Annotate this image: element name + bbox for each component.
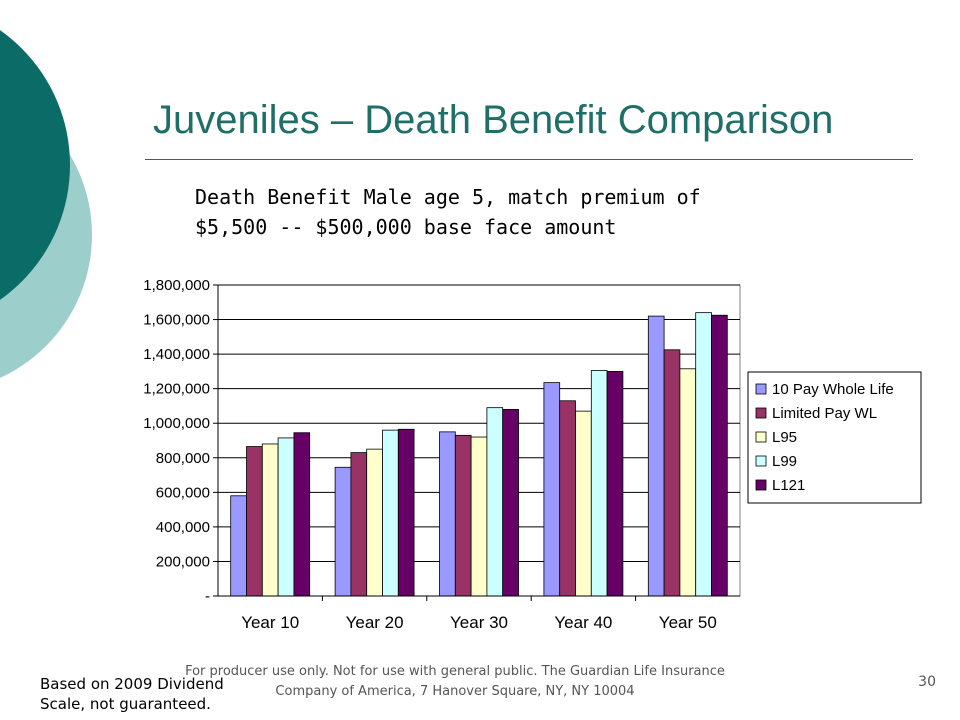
bar-l95-year-50 (679, 368, 697, 597)
legend-swatch (755, 383, 767, 395)
bar-10-pay-whole-life-year-10 (230, 495, 247, 597)
x-tick-label: Year 10 (241, 613, 299, 632)
footer-line-2: Company of America, 7 Hanover Square, NY… (275, 684, 635, 699)
bar-limited-pay-wl-year-40 (559, 400, 576, 597)
bar-10-pay-whole-life-year-20 (334, 466, 352, 597)
disclaimer-line-2: Scale, not guaranteed. (40, 695, 211, 713)
bar-10-pay-whole-life-year-50 (647, 315, 665, 597)
y-tick-label: 1,000,000 (143, 415, 210, 432)
legend-label: L95 (772, 429, 797, 446)
bar-l121-year-50 (711, 314, 728, 597)
chart-subtitle: Death Benefit Male age 5, match premium … (195, 182, 765, 242)
disclaimer-line-1: Based on 2009 Dividend (40, 675, 224, 693)
x-tick-label: Year 50 (659, 613, 717, 632)
page-number: 30 (918, 674, 936, 690)
subtitle-line-2: $5,500 -- $500,000 base face amount (195, 215, 617, 239)
legend-swatch (755, 479, 767, 491)
title-divider (145, 159, 913, 160)
axes (213, 284, 740, 601)
y-tick-label: 1,600,000 (143, 312, 210, 329)
legend-box (747, 371, 922, 504)
bars (230, 312, 728, 597)
y-tick-label: 400,000 (156, 519, 210, 536)
bar-l95-year-30 (470, 436, 488, 597)
y-tick-label: - (205, 588, 210, 605)
legend-label: L99 (772, 453, 797, 470)
x-axis-tick-labels: Year 10 Year 20 Year 30 Year 40 Year 50 (241, 613, 717, 632)
bar-l121-year-30 (502, 408, 519, 597)
bar-l121-year-40 (606, 370, 624, 597)
y-tick-label: 1,400,000 (143, 346, 210, 363)
legend-label: L121 (772, 477, 805, 494)
bar-limited-pay-wl-year-30 (454, 434, 472, 597)
legend-swatch (755, 455, 767, 467)
bar-l121-year-10 (293, 432, 311, 597)
bar-l95-year-10 (261, 443, 279, 597)
slide-title: Juveniles – Death Benefit Comparison (153, 98, 834, 142)
decorative-circle-dark (0, 30, 70, 300)
bar-l99-year-10 (277, 437, 295, 597)
bar-l99-year-40 (590, 370, 608, 597)
disclaimer-note: Based on 2009 Dividend Scale, not guaran… (40, 674, 224, 714)
bar-l99-year-50 (695, 312, 712, 597)
x-tick-label: Year 30 (450, 613, 508, 632)
bar-l95-year-40 (575, 410, 592, 597)
bar-10-pay-whole-life-year-30 (439, 431, 456, 597)
bar-10-pay-whole-life-year-40 (543, 382, 561, 597)
bar-limited-pay-wl-year-50 (663, 349, 681, 597)
footer-legal-text: For producer use only. Not for use with … (100, 662, 810, 702)
legend: 10 Pay Whole Life Limited Pay WL L95 L99 L12… (747, 371, 922, 504)
bar-l99-year-30 (486, 407, 504, 597)
y-tick-label: 1,800,000 (143, 277, 210, 294)
y-tick-label: 600,000 (156, 484, 210, 501)
legend-label: Limited Pay WL (772, 405, 877, 422)
legend-swatch (755, 431, 767, 443)
subtitle-line-1: Death Benefit Male age 5, match premium … (195, 185, 701, 209)
bar-l121-year-20 (397, 428, 415, 597)
bar-limited-pay-wl-year-20 (350, 452, 368, 597)
legend-swatch (755, 407, 767, 419)
bar-limited-pay-wl-year-10 (246, 446, 263, 597)
footer-line-1: For producer use only. Not for use with … (185, 664, 725, 679)
y-axis-tick-labels: - 200,000 400,000 600,000 800,000 1,000,000 1,… (143, 277, 210, 605)
bar-l99-year-20 (382, 429, 399, 597)
x-tick-label: Year 40 (554, 613, 612, 632)
x-tick-label: Year 20 (346, 613, 404, 632)
y-tick-label: 800,000 (156, 450, 210, 467)
bar-l95-year-20 (366, 448, 383, 597)
y-tick-label: 1,200,000 (143, 381, 210, 398)
y-tick-label: 200,000 (156, 553, 210, 570)
legend-label: 10 Pay Whole Life (772, 381, 894, 398)
